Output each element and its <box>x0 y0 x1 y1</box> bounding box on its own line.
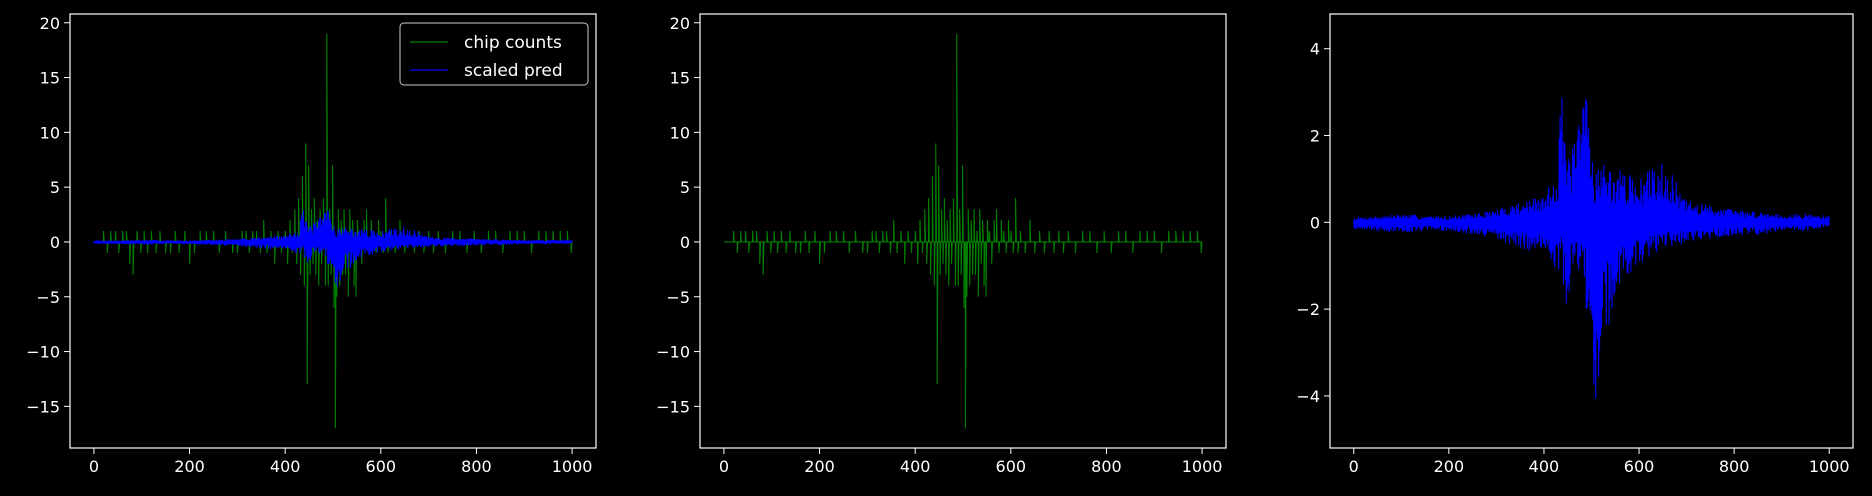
x-tick-label: 600 <box>1624 457 1655 476</box>
axes-frame <box>69 13 597 449</box>
y-tick-label: −10 <box>26 343 60 362</box>
y-tick-label: 20 <box>670 14 690 33</box>
y-tick-label: 2 <box>1310 127 1320 146</box>
x-tick-label: 1000 <box>1809 457 1850 476</box>
scaled-pred-line <box>1353 98 1830 399</box>
x-tick-label: 1000 <box>1182 457 1223 476</box>
y-tick-label: 0 <box>50 233 60 252</box>
axes-middle-chip-counts: 0 200 400 600 800 1000 −15 −10 −5 0 5 10 15 20 <box>656 13 1227 476</box>
legend-label: scaled pred <box>464 61 563 81</box>
x-tick-label: 800 <box>1091 457 1122 476</box>
x-tick-label: 200 <box>804 457 835 476</box>
axes-frame <box>699 13 1227 449</box>
y-tick-label: 15 <box>670 69 690 88</box>
y-tick-label: 15 <box>40 69 60 88</box>
x-tick-label: 400 <box>1529 457 1560 476</box>
x-tick-label: 200 <box>1434 457 1465 476</box>
y-tick-label: −2 <box>1296 300 1320 319</box>
plot-area <box>1353 98 1830 399</box>
y-tick-label: 5 <box>50 178 60 197</box>
legend: chip counts scaled pred <box>399 22 589 86</box>
y-tick-label: −5 <box>36 288 60 307</box>
y-tick-label: −15 <box>656 397 690 416</box>
x-tick-label: 1000 <box>552 457 593 476</box>
scaled-pred-line <box>93 210 573 287</box>
x-tick-label: 400 <box>270 457 301 476</box>
y-tick-label: 4 <box>1310 40 1320 59</box>
y-tick-label: −5 <box>666 288 690 307</box>
y-tick-label: 0 <box>680 233 690 252</box>
x-tick-label: 400 <box>900 457 931 476</box>
y-tick-label: 0 <box>1310 213 1320 232</box>
x-tick-label: 600 <box>366 457 397 476</box>
y-tick-label: 10 <box>40 123 60 142</box>
axes-right-scaled-pred: 0 200 400 600 800 1000 −4 −2 0 2 4 <box>1296 13 1854 476</box>
x-tick-label: 0 <box>1349 457 1359 476</box>
x-tick-label: 800 <box>461 457 492 476</box>
axes-frame <box>1329 13 1854 449</box>
y-tick-label: 20 <box>40 14 60 33</box>
x-tick-label: 0 <box>719 457 729 476</box>
y-tick-label: 5 <box>680 178 690 197</box>
y-tick-label: 10 <box>670 123 690 142</box>
y-tick-label: −4 <box>1296 387 1320 406</box>
y-tick-label: −15 <box>26 397 60 416</box>
x-tick-label: 600 <box>996 457 1027 476</box>
legend-label: chip counts <box>464 33 562 53</box>
x-tick-label: 200 <box>174 457 205 476</box>
axes-left-combined: 0 200 400 600 800 1000 −15 −10 −5 0 5 10 15 20 chip co… <box>26 13 597 476</box>
x-tick-label: 0 <box>89 457 99 476</box>
x-tick-label: 800 <box>1719 457 1750 476</box>
y-tick-label: −10 <box>656 343 690 362</box>
